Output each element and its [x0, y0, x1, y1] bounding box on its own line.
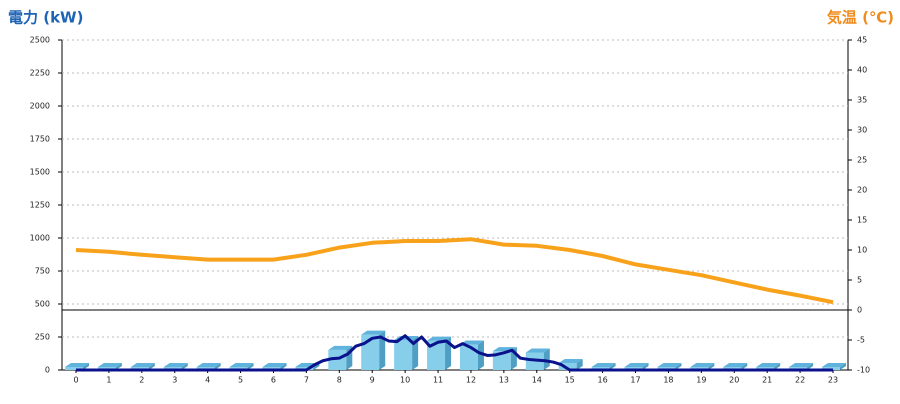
y-tick-label: 2500: [30, 36, 50, 45]
bar-face: [525, 348, 550, 353]
y2-tick-label: 0: [857, 306, 862, 315]
bar-face: [229, 363, 254, 367]
bar-face: [591, 363, 616, 367]
y-tick-label: 2000: [30, 102, 50, 111]
bar-face: [214, 363, 221, 370]
bar-face: [459, 344, 478, 370]
x-tick-label: 3: [172, 376, 177, 385]
bar-face: [708, 363, 715, 370]
bar-face: [247, 363, 254, 370]
x-tick-label: 0: [73, 376, 78, 385]
bar-face: [774, 363, 781, 370]
bar-face: [840, 363, 846, 370]
bar-face: [741, 363, 748, 370]
bar-face: [756, 363, 781, 367]
bar-face: [65, 367, 83, 370]
bar-face: [576, 359, 583, 370]
y-tick-label: 250: [35, 333, 50, 342]
bar-face: [624, 363, 649, 367]
bar-face: [642, 363, 649, 370]
x-tick-label: 23: [828, 376, 838, 385]
bar-face: [558, 363, 577, 370]
x-tick-label: 10: [400, 376, 410, 385]
bar-face: [97, 363, 122, 367]
x-tick-label: 1: [106, 376, 111, 385]
y2-tick-label: -10: [857, 366, 870, 375]
bar-face: [379, 330, 386, 370]
line: [75, 237, 834, 305]
y2-tick-label: 30: [857, 126, 867, 135]
bar: [558, 359, 583, 370]
bar-face: [394, 339, 413, 370]
bar-face: [361, 330, 386, 335]
bar-face: [148, 363, 155, 370]
bar-face: [130, 363, 155, 367]
y2-tick-label: 15: [857, 216, 867, 225]
x-tick-label: 8: [337, 376, 342, 385]
x-tick-label: 15: [565, 376, 575, 385]
y2-tick-label: 40: [857, 66, 867, 75]
x-tick-label: 22: [795, 376, 805, 385]
y2-tick-label: 20: [857, 186, 867, 195]
bar-face: [328, 345, 353, 350]
x-tick-label: 9: [370, 376, 375, 385]
x-tick-label: 17: [630, 376, 640, 385]
y-tick-label: 1500: [30, 168, 50, 177]
y2-tick-label: 10: [857, 246, 867, 255]
bar-face: [558, 359, 583, 364]
x-tick-label: 11: [433, 376, 443, 385]
bar-face: [675, 363, 682, 370]
x-tick-label: 6: [271, 376, 276, 385]
x-tick-label: 20: [729, 376, 739, 385]
x-tick-label: 5: [238, 376, 243, 385]
y-tick-label: 1250: [30, 201, 50, 210]
bar-face: [262, 363, 287, 367]
bar-face: [543, 348, 550, 370]
line: [76, 334, 833, 372]
bar-face: [328, 349, 347, 370]
bar-face: [657, 363, 682, 367]
y-tick-label: 1750: [30, 135, 50, 144]
bar-face: [789, 363, 814, 367]
y-axis-title: 電力 (kW): [8, 9, 83, 27]
x-tick-label: 19: [696, 376, 706, 385]
x-tick-label: 2: [139, 376, 144, 385]
bar-face: [609, 363, 616, 370]
bar-face: [83, 363, 89, 370]
bar: [65, 363, 89, 370]
bar-face: [280, 363, 287, 370]
x-tick-label: 7: [304, 376, 309, 385]
y-tick-label: 1000: [30, 234, 50, 243]
x-tick-label: 12: [466, 376, 476, 385]
y2-tick-label: 25: [857, 156, 867, 165]
bar-face: [723, 363, 748, 367]
bar-face: [477, 340, 484, 370]
bar-face: [690, 363, 715, 367]
bar-face: [427, 340, 446, 370]
bar-face: [807, 363, 814, 370]
x-tick-label: 4: [205, 376, 210, 385]
x-tick-label: 21: [762, 376, 772, 385]
y-tick-label: 500: [35, 300, 50, 309]
y-tick-label: 2250: [30, 69, 50, 78]
y2-axis-title: 気温 (℃): [827, 9, 894, 27]
bar-face: [115, 363, 122, 370]
bar-face: [196, 363, 221, 367]
x-tick-label: 18: [663, 376, 673, 385]
bar-face: [822, 363, 846, 367]
y2-tick-label: 35: [857, 96, 867, 105]
x-tick-label: 13: [499, 376, 509, 385]
y2-tick-label: -5: [857, 336, 865, 345]
y-tick-label: 750: [35, 267, 50, 276]
y2-tick-label: 5: [857, 276, 862, 285]
bar-face: [163, 363, 188, 367]
x-tick-label: 14: [532, 376, 542, 385]
bar-face: [65, 363, 89, 367]
x-tick-label: 16: [598, 376, 608, 385]
y2-tick-label: 45: [857, 36, 867, 45]
bar-face: [181, 363, 188, 370]
bar-face: [427, 336, 452, 341]
y-tick-label: 0: [45, 366, 50, 375]
